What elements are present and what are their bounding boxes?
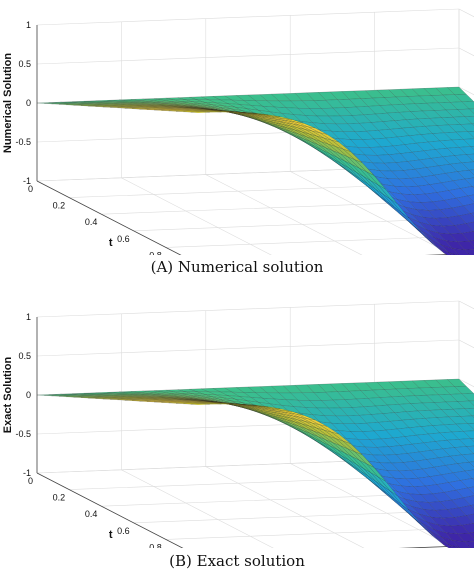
grid-line — [427, 253, 474, 255]
caption-a: (A) Numerical solution — [0, 258, 474, 276]
t-axis-label: t — [109, 529, 113, 541]
exact-surface-plot: -1-0.500.5100.20.40.60.8100.20.40.60.81E… — [2, 300, 474, 548]
z-tick-label: -0.5 — [15, 429, 31, 439]
grid-line — [458, 300, 474, 310]
t-axis-line — [36, 472, 184, 548]
grid-line — [36, 47, 460, 65]
grid-line — [121, 469, 274, 548]
z-tick-label: 0.5 — [18, 351, 31, 361]
surface-patch — [468, 240, 474, 247]
surface-patch — [452, 540, 471, 548]
surface-patch — [452, 248, 470, 255]
surface-patch — [464, 541, 474, 548]
grid-line — [36, 339, 460, 357]
t-tick-label: 0.4 — [85, 217, 98, 227]
surface-mesh — [36, 86, 474, 255]
caption-b: (B) Exact solution — [0, 552, 474, 570]
z-tick-label: -1 — [23, 468, 31, 478]
grid-line — [165, 527, 474, 540]
caption-a-text: Numerical solution — [177, 258, 324, 276]
grid-line — [133, 509, 474, 524]
grid-line — [290, 171, 452, 255]
numerical-surface-plot: -1-0.500.5100.20.40.60.8100.20.40.60.81N… — [2, 8, 474, 255]
z-tick-label: 0 — [26, 390, 31, 400]
grid-line — [290, 463, 452, 547]
grid-line — [133, 217, 474, 232]
t-tick-label: 0.8 — [149, 542, 162, 548]
surface-patch — [190, 111, 210, 113]
surface-mesh — [36, 378, 474, 548]
caption-b-tag: (B) — [169, 552, 192, 570]
exact-solution-panel: -1-0.500.5100.20.40.60.8100.20.40.60.81E… — [0, 290, 474, 582]
z-tick-label: -1 — [23, 176, 31, 186]
t-tick-label: 0.2 — [53, 493, 66, 503]
grid-line — [205, 174, 363, 255]
grid-line — [458, 8, 474, 18]
t-tick-label: 0.6 — [117, 234, 130, 244]
grid-line — [121, 177, 272, 255]
t-tick-label: 0.4 — [85, 509, 98, 519]
t-tick-label: 0.6 — [117, 526, 130, 536]
z-tick-label: 1 — [26, 20, 31, 30]
t-tick-label: 0.2 — [53, 201, 66, 211]
t-axis-label: t — [109, 237, 113, 249]
grid-line — [36, 180, 182, 255]
grid-line — [36, 300, 460, 318]
grid-line — [205, 466, 365, 548]
surface-patch — [190, 403, 210, 405]
z-tick-label: 1 — [26, 312, 31, 322]
t-tick-label: 0 — [28, 476, 33, 486]
caption-b-text: Exact solution — [196, 552, 305, 570]
grid-line — [165, 235, 474, 248]
numerical-solution-panel: -1-0.500.5100.20.40.60.8100.20.40.60.81N… — [0, 0, 474, 290]
t-axis-line — [36, 180, 182, 255]
t-tick-label: 0 — [28, 184, 33, 194]
grid-line — [36, 8, 460, 26]
surface-patch — [468, 532, 474, 539]
surface-patch — [467, 486, 474, 495]
surface-patch — [470, 212, 474, 218]
surface-patch — [470, 504, 474, 510]
z-axis-label: Exact Solution — [2, 357, 14, 434]
z-tick-label: -0.5 — [15, 137, 31, 147]
x-axis-line — [424, 253, 474, 255]
caption-a-tag: (A) — [150, 258, 174, 276]
grid-line — [36, 472, 184, 548]
surface-patch — [467, 194, 474, 203]
t-tick-label: 0.8 — [149, 250, 162, 255]
x-axis-line — [398, 545, 474, 548]
z-axis-label: Numerical Solution — [2, 53, 14, 154]
z-tick-label: 0.5 — [18, 59, 31, 69]
surface-patch — [464, 249, 474, 255]
z-tick-label: 0 — [26, 98, 31, 108]
